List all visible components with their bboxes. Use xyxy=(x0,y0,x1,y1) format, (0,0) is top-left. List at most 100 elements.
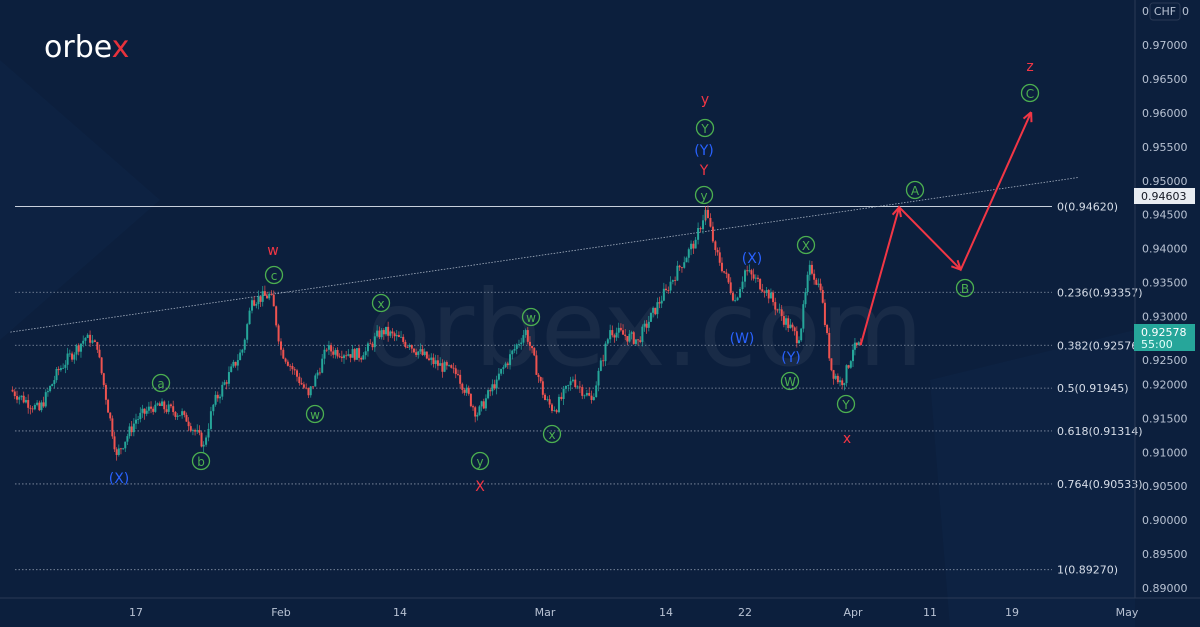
candle xyxy=(124,441,127,452)
candle-body xyxy=(699,227,702,230)
candle-body xyxy=(821,290,824,303)
candle xyxy=(366,341,369,357)
candle-body xyxy=(257,296,260,305)
candle-body xyxy=(709,217,712,227)
wave-label: (Y) xyxy=(694,143,713,159)
candle-body xyxy=(517,344,520,345)
candle-body xyxy=(439,363,442,366)
wave-label-text: (Y) xyxy=(781,350,800,366)
candle xyxy=(75,343,78,361)
candle-body xyxy=(55,369,58,381)
wave-label: w xyxy=(521,307,541,327)
candle xyxy=(338,353,341,359)
candle-body xyxy=(723,271,726,273)
candle xyxy=(723,271,726,274)
candle xyxy=(567,384,570,392)
candle-body xyxy=(817,283,820,285)
candle xyxy=(683,256,686,269)
candle xyxy=(154,400,157,413)
candle xyxy=(495,375,498,395)
candle xyxy=(68,349,71,357)
candle-body xyxy=(643,323,646,327)
candle xyxy=(230,363,233,373)
candle-body xyxy=(613,335,616,338)
candle-body xyxy=(223,382,226,385)
candle xyxy=(445,360,448,370)
candle xyxy=(343,353,345,364)
candle-body xyxy=(410,345,413,349)
candle xyxy=(119,447,122,455)
wave-label-text: w xyxy=(310,408,320,422)
candle-body xyxy=(280,341,282,350)
candle xyxy=(219,394,222,404)
candle-body xyxy=(452,367,455,369)
candle xyxy=(27,394,30,414)
candle-body xyxy=(487,390,490,399)
candle xyxy=(531,345,534,354)
candle-body xyxy=(33,404,36,410)
candle-body xyxy=(408,345,411,348)
candle xyxy=(187,417,190,432)
candle-body xyxy=(457,374,459,375)
candle-body xyxy=(423,351,426,355)
candle-body xyxy=(852,349,854,362)
candle xyxy=(415,348,418,357)
candle xyxy=(671,279,674,285)
candle xyxy=(774,297,777,316)
candle-body xyxy=(476,414,479,417)
candle xyxy=(548,395,551,408)
candle xyxy=(255,302,258,309)
candle-body xyxy=(316,372,319,376)
candle xyxy=(756,274,759,283)
currency-badge[interactable]: 0 CHF 0 xyxy=(1142,2,1189,21)
candle-body xyxy=(351,349,354,358)
candle xyxy=(511,349,514,360)
candle-body xyxy=(541,381,544,395)
candle-body xyxy=(557,396,560,413)
candle-body xyxy=(506,363,509,365)
price-tick-label: 0.95500 xyxy=(1142,141,1188,154)
wave-label-text: y xyxy=(701,92,709,108)
candle-body xyxy=(51,384,54,387)
candle xyxy=(469,393,472,408)
candle xyxy=(619,323,622,332)
candle-body xyxy=(752,274,755,279)
candle xyxy=(223,379,226,386)
candle xyxy=(172,400,175,416)
candle xyxy=(251,297,253,314)
wave-label-text: x xyxy=(377,297,384,311)
price-tick-label: 0.96000 xyxy=(1142,107,1188,120)
candle xyxy=(57,366,60,376)
candle-body xyxy=(687,249,690,258)
price-tick-label: 0.96500 xyxy=(1142,73,1188,86)
currency-badge-left: 0 xyxy=(1142,5,1149,18)
candle xyxy=(528,336,531,351)
candle-body xyxy=(798,340,800,344)
candle xyxy=(200,431,203,448)
price-tick-label: 0.90500 xyxy=(1142,480,1188,493)
candle-body xyxy=(156,403,159,405)
candle xyxy=(641,324,644,347)
price-tick-label: 0.97000 xyxy=(1142,39,1188,52)
candle-body xyxy=(205,437,208,445)
candle xyxy=(750,268,753,281)
candle xyxy=(515,343,518,355)
candle xyxy=(513,344,516,354)
candle-body xyxy=(225,382,228,384)
candle xyxy=(362,352,365,360)
candle-body xyxy=(685,257,688,263)
candle xyxy=(782,311,785,328)
candle-body xyxy=(36,402,39,405)
candle-body xyxy=(130,426,133,433)
wave-label-text: A xyxy=(911,184,920,198)
wave-label-text: (Y) xyxy=(694,143,713,159)
wave-label-text: (X) xyxy=(742,251,763,267)
time-axis[interactable]: 17 Feb 14 Mar 14 22 Apr 11 19 May xyxy=(129,606,1139,619)
candle xyxy=(161,398,164,407)
candle xyxy=(767,288,770,304)
candle-body xyxy=(787,318,790,329)
price-axis[interactable]: 0.97000 0.96500 0.96000 0.95500 0.95000 0.945… xyxy=(1142,39,1188,595)
candle-body xyxy=(325,349,328,351)
candle xyxy=(647,316,650,332)
